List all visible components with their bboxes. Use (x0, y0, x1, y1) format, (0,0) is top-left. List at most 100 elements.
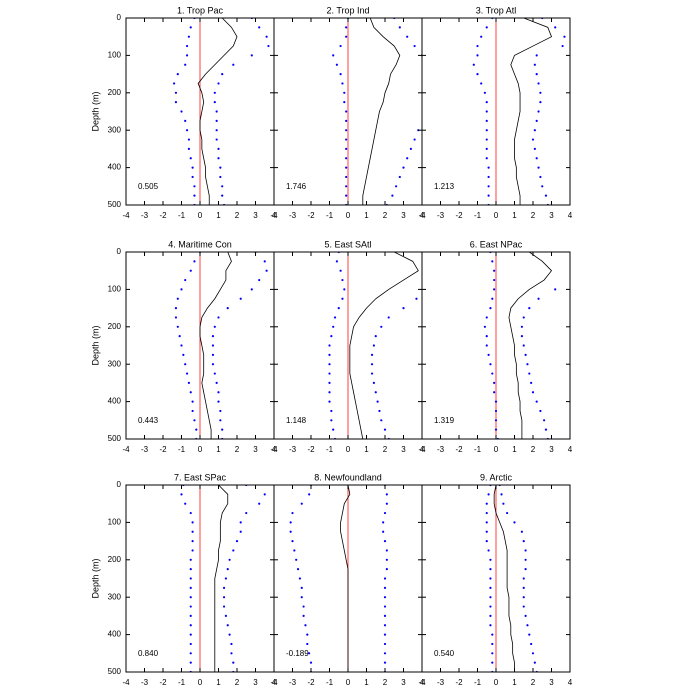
data-dot (489, 577, 492, 580)
data-dot (526, 363, 529, 366)
data-dot (535, 54, 538, 57)
data-dot (289, 521, 292, 524)
x-tick-label: 4 (420, 211, 425, 220)
data-dot (187, 138, 190, 141)
data-dot (376, 400, 379, 403)
data-dot (500, 493, 503, 496)
data-dot (383, 596, 387, 599)
data-dot (219, 419, 222, 422)
x-tick-label: 2 (383, 211, 388, 220)
x-tick-label: -1 (326, 211, 334, 220)
data-dot (485, 26, 488, 29)
data-dot (189, 605, 192, 608)
data-dot (295, 558, 298, 561)
data-dot (430, 279, 432, 281)
x-tick-label: 1 (512, 211, 517, 220)
data-dot (380, 325, 383, 328)
data-dot (524, 558, 527, 561)
data-dot (539, 101, 542, 104)
data-dot (235, 540, 239, 543)
x-tick-label: 4 (568, 678, 573, 687)
data-dot (239, 521, 242, 524)
x-tick-label: -2 (159, 678, 167, 687)
plot-area (180, 485, 266, 672)
x-tick-label: 3 (549, 678, 554, 687)
data-dot (520, 335, 524, 338)
data-dot (537, 297, 540, 300)
data-line (199, 252, 232, 439)
x-tick-label: -4 (418, 445, 426, 454)
data-dot (291, 540, 294, 543)
data-dot (184, 278, 187, 282)
data-dot (533, 661, 536, 664)
data-dot (535, 73, 538, 76)
data-dot (232, 661, 235, 664)
data-dot (489, 596, 492, 599)
y-tick-label: 500 (108, 200, 122, 209)
data-dot (531, 652, 535, 655)
data-dot (524, 614, 527, 618)
data-dot (489, 614, 492, 618)
annotation: -0.189 (286, 649, 309, 658)
x-tick-label: -1 (474, 445, 482, 454)
annotation: 0.540 (434, 649, 455, 658)
data-dot (185, 44, 189, 48)
data-dot (211, 363, 215, 366)
data-dot (522, 605, 525, 608)
data-dot (184, 363, 187, 366)
data-dot (250, 54, 253, 57)
data-dot (189, 269, 192, 272)
data-dot (341, 278, 344, 282)
x-tick-label: -2 (455, 211, 463, 220)
y-axis-label: Depth (m) (90, 325, 100, 365)
data-dot (385, 568, 388, 571)
y-tick-label: 500 (108, 434, 122, 443)
data-dot (520, 325, 524, 328)
data-dot (489, 363, 492, 366)
data-dot (485, 138, 488, 141)
data-dot (485, 335, 488, 338)
data-dot (185, 54, 189, 57)
data-dot (180, 110, 183, 113)
data-dot (491, 661, 494, 664)
data-dot (189, 586, 192, 589)
data-dot (383, 577, 387, 580)
x-tick-label: -4 (270, 445, 278, 454)
data-line (340, 485, 351, 672)
data-dot (543, 419, 546, 422)
data-dot (176, 297, 179, 300)
data-dot (189, 577, 192, 580)
x-tick-label: 0 (198, 445, 203, 454)
x-tick-label: 4 (420, 678, 425, 687)
data-dot (483, 325, 486, 328)
data-dot (485, 530, 488, 533)
data-dot (380, 419, 383, 422)
x-tick-label: 1 (364, 211, 369, 220)
data-dot (428, 110, 430, 112)
data-dot (485, 110, 488, 113)
y-tick-label: 400 (108, 397, 122, 406)
data-dot (415, 297, 418, 300)
x-tick-label: 0 (494, 211, 499, 220)
data-dot (330, 409, 333, 413)
data-dot (343, 288, 346, 291)
data-dot (383, 605, 387, 608)
data-dot (189, 642, 192, 646)
data-dot (485, 157, 488, 160)
data-dot (298, 577, 301, 580)
data-dot (374, 335, 377, 338)
data-dot (489, 568, 492, 571)
data-dot (402, 307, 405, 310)
x-tick-label: -3 (437, 445, 445, 454)
x-tick-label: -1 (326, 678, 334, 687)
data-dot (493, 288, 496, 291)
data-dot (383, 428, 387, 431)
data-dot (304, 624, 307, 627)
data-dot (328, 381, 331, 384)
data-dot (485, 129, 488, 132)
data-dot (222, 596, 226, 599)
data-dot (191, 521, 194, 524)
data-dot (385, 549, 388, 552)
data-dot (528, 372, 531, 375)
